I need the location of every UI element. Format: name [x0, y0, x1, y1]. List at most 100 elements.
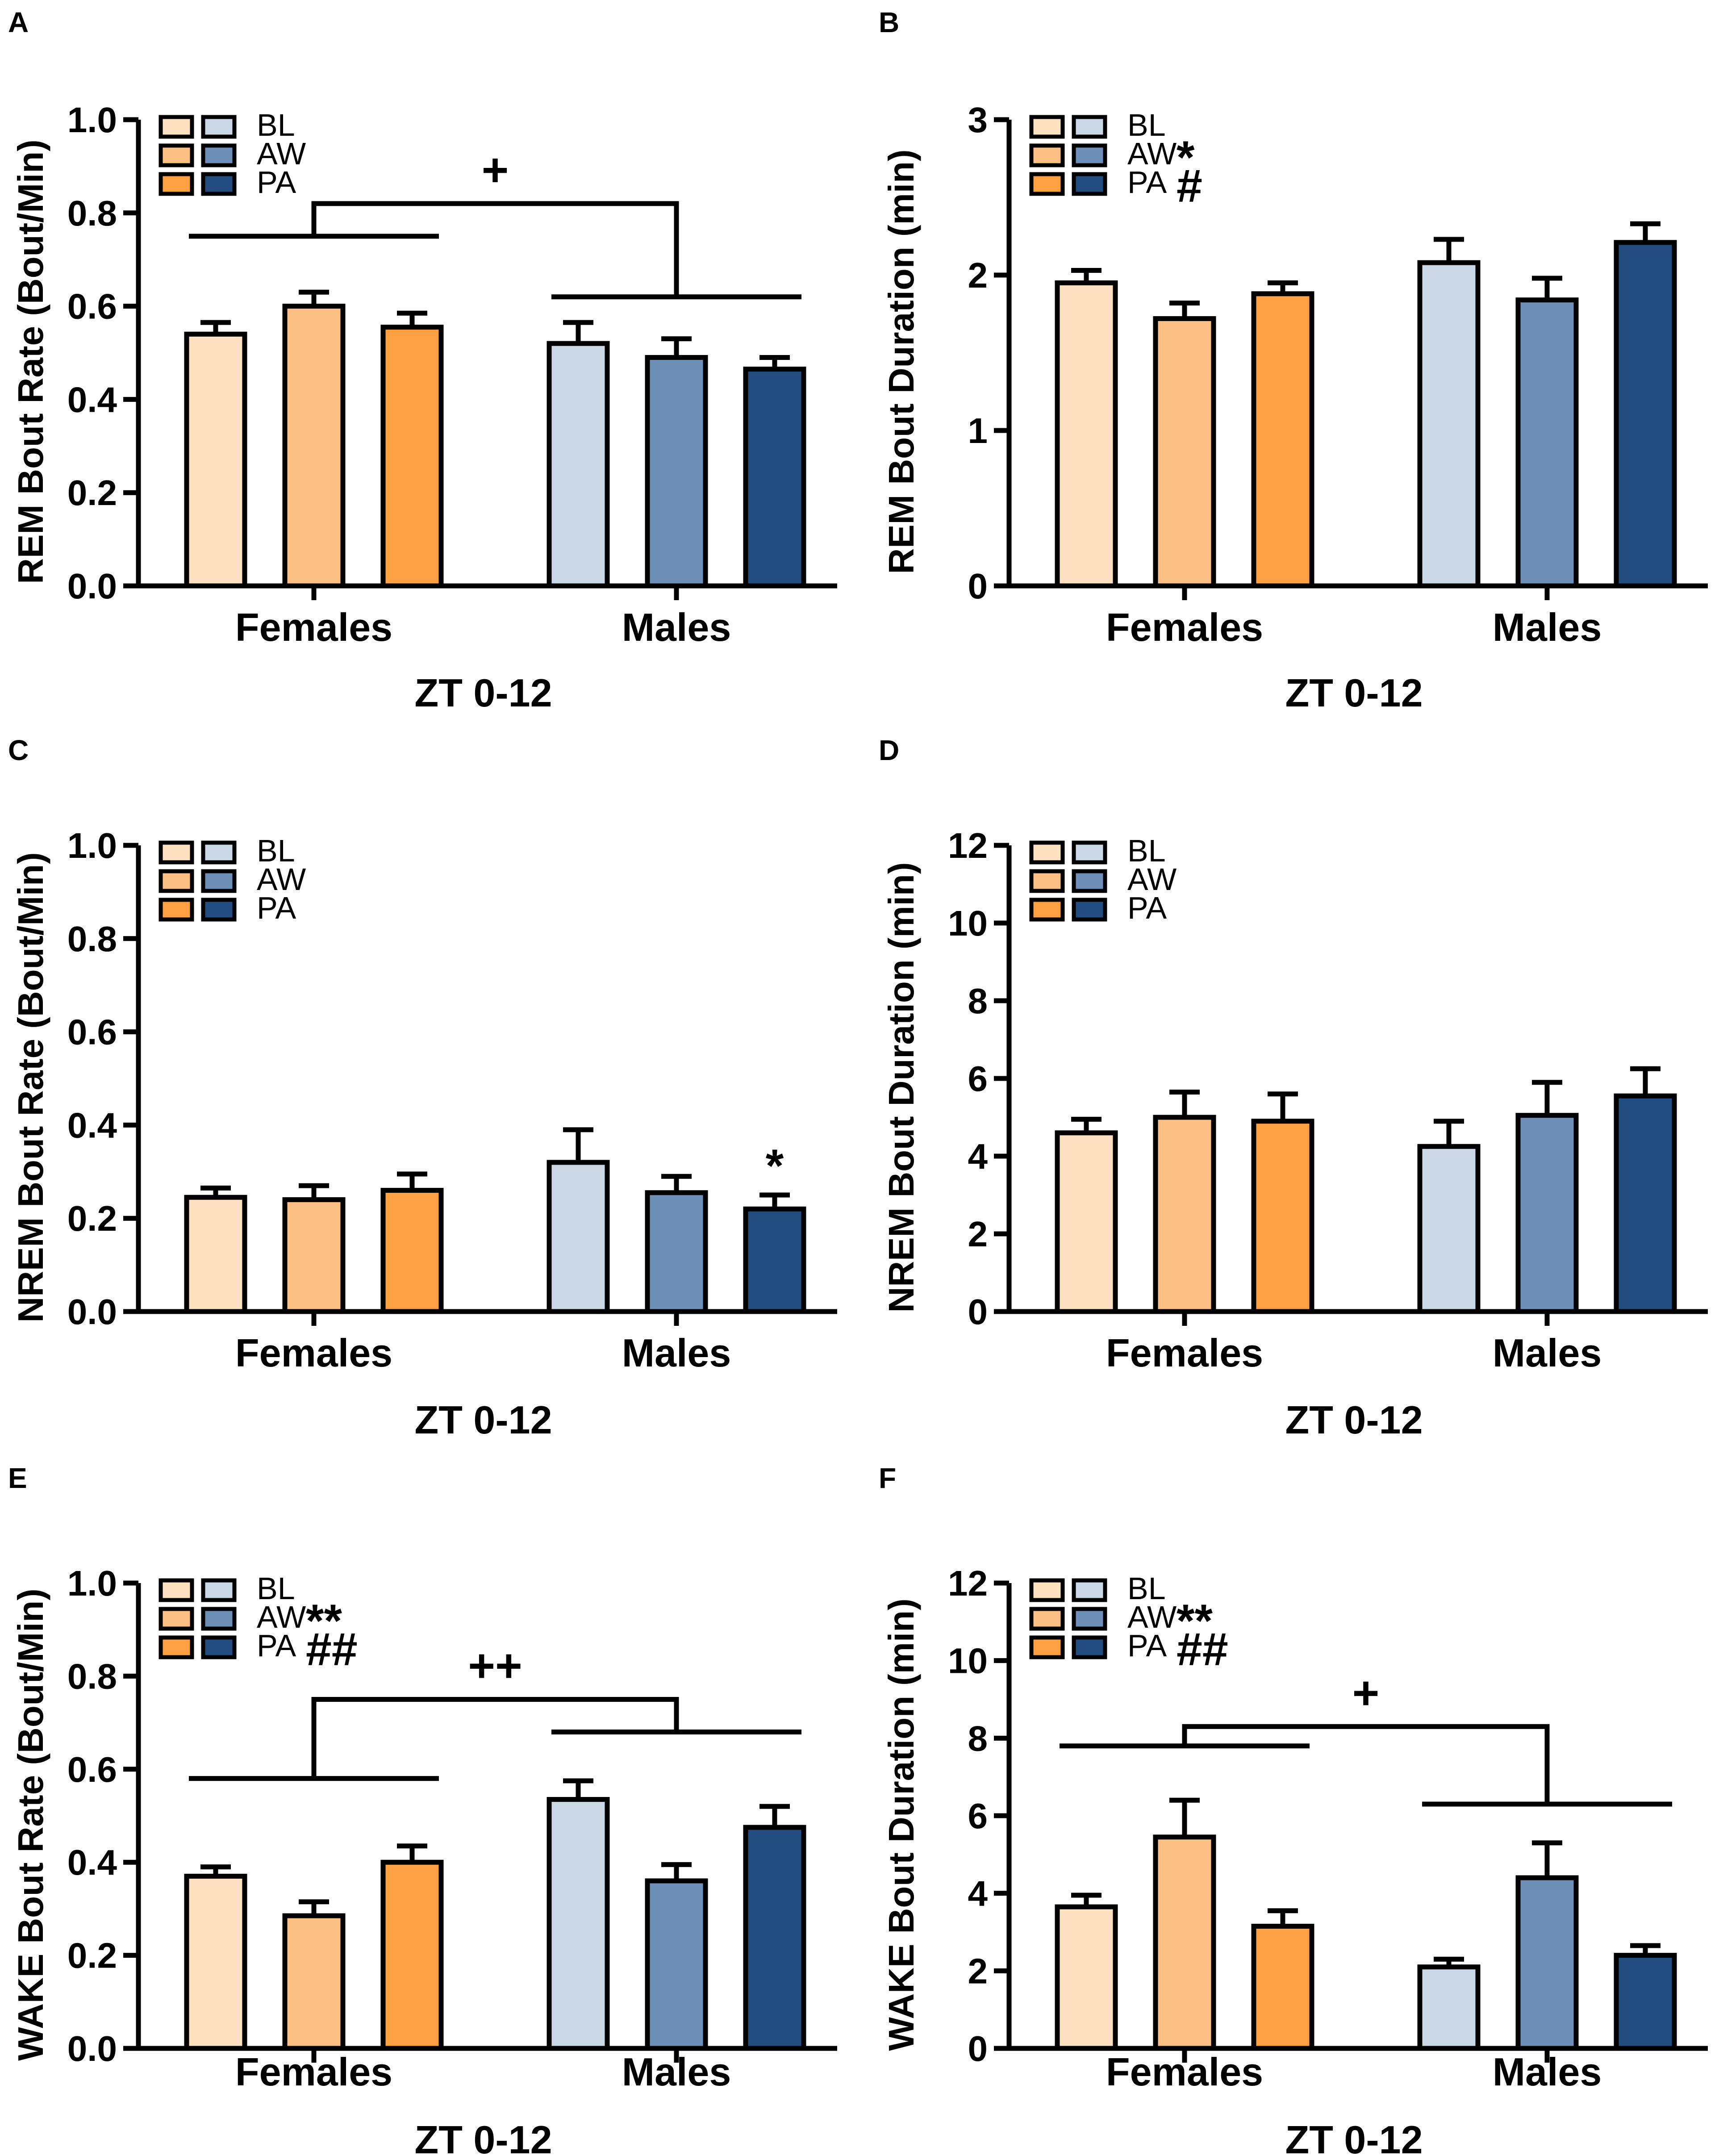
bar-males-pa [743, 1206, 806, 1314]
bar-males-bl [1417, 1964, 1481, 2051]
legend-significance-mark: ** [1177, 1595, 1213, 1647]
legend-swatch-male-aw [1072, 1607, 1107, 1631]
y-tick-label: 2 [968, 255, 988, 295]
legend-swatch-male-aw [201, 143, 237, 167]
y-tick-label: 2 [968, 1214, 988, 1254]
legend-label: AW [1127, 136, 1177, 171]
legend-swatch-female-bl [1029, 840, 1065, 865]
bar-males-pa [1614, 1093, 1677, 1314]
bar-females-aw [1153, 1115, 1216, 1314]
legend-swatch-male-pa [201, 172, 237, 196]
legend-swatch-female-bl [159, 1578, 194, 1602]
panel-letter: C [8, 734, 29, 766]
bar-females-pa [1251, 1923, 1314, 2051]
x-category-label: Males [622, 2050, 731, 2094]
legend-swatch-female-pa [159, 898, 194, 922]
x-category-label: Males [1493, 1331, 1602, 1375]
legend-swatch-female-pa [159, 172, 194, 196]
y-axis-title: REM Bout Duration (min) [881, 150, 921, 574]
legend-swatch-female-bl [1029, 1578, 1065, 1602]
y-tick-label: 10 [948, 903, 988, 943]
legend-label: PA [257, 1628, 296, 1663]
bar-females-bl [1055, 1130, 1118, 1314]
legend-swatch-female-aw [159, 1607, 194, 1631]
legend-label: BL [1127, 833, 1166, 868]
x-category-label: Males [1493, 605, 1602, 649]
legend-label: BL [1127, 1571, 1166, 1606]
legend-swatch-male-pa [1072, 898, 1107, 922]
y-tick-label: 0 [968, 566, 988, 606]
bar-males-bl [547, 341, 610, 589]
y-tick-label: 12 [948, 1563, 988, 1603]
legend-significance-mark: # [1177, 160, 1202, 212]
y-tick-label: 6 [968, 1059, 988, 1099]
legend-label: AW [1127, 862, 1177, 897]
y-axis-title: WAKE Bout Rate (Bout/Min) [11, 1588, 50, 2061]
bracket-connector [311, 201, 679, 297]
bar-males-aw [1515, 1113, 1579, 1314]
bar-females-pa [1251, 1119, 1314, 1314]
legend-significance-mark: ** [306, 1595, 342, 1647]
bar-males-bl [1417, 1144, 1481, 1314]
x-axis-title: ZT 0-12 [1285, 1398, 1423, 1442]
legend-label: PA [257, 165, 296, 200]
y-tick-label: 1.0 [67, 100, 117, 140]
panel-a: A 0.0 0.2 0.4 0.6 0.8 1.0 Females Males REM Bout … [8, 6, 837, 715]
y-tick-label: 0.4 [67, 1105, 117, 1145]
bar-significance-mark: * [766, 1140, 784, 1192]
legend-swatch-male-pa [201, 1635, 237, 1659]
panel-letter: A [8, 6, 29, 38]
x-category-label: Females [1106, 605, 1263, 649]
bracket-significance-mark: + [482, 144, 509, 196]
legend-swatch-male-bl [1072, 1578, 1107, 1602]
bar-males-pa [1614, 1953, 1677, 2051]
panel-letter: B [879, 6, 899, 38]
x-axis-title: ZT 0-12 [414, 1398, 552, 1442]
bar-males-aw [645, 355, 708, 589]
legend-label: BL [1127, 108, 1166, 142]
legend-swatch-male-bl [1072, 115, 1107, 139]
panel-b: B 0 1 2 3 Females Males REM Bout Duration (min)… [879, 6, 1708, 715]
bar-females-aw [1153, 1834, 1216, 2051]
y-tick-label: 12 [948, 826, 988, 865]
y-tick-label: 1 [968, 411, 988, 451]
x-category-label: Females [235, 605, 392, 649]
panel-letter: F [879, 1462, 896, 1494]
x-category-label: Females [1106, 2050, 1263, 2094]
y-tick-label: 0.0 [67, 566, 117, 606]
y-tick-label: 1.0 [67, 1563, 117, 1603]
legend-swatch-female-aw [1029, 143, 1065, 167]
bracket-significance-mark: + [1352, 1667, 1380, 1719]
x-axis-title: ZT 0-12 [1285, 671, 1423, 715]
legend-label: BL [257, 108, 295, 142]
bar-females-pa [380, 325, 444, 589]
y-tick-label: 0 [968, 1292, 988, 1332]
bar-females-bl [1055, 1904, 1118, 2051]
legend-label: PA [1127, 1628, 1167, 1663]
x-axis-title: ZT 0-12 [414, 2118, 552, 2156]
bar-females-bl [184, 1873, 247, 2051]
y-tick-label: 2 [968, 1951, 988, 1991]
y-tick-label: 10 [948, 1641, 988, 1681]
y-tick-label: 1.0 [67, 826, 117, 865]
y-tick-label: 0.2 [67, 1936, 117, 1976]
bar-males-bl [547, 1797, 610, 2051]
bar-females-pa [380, 1188, 444, 1314]
legend-swatch-male-aw [1072, 143, 1107, 167]
y-tick-label: 4 [968, 1874, 988, 1914]
y-tick-label: 0 [968, 2029, 988, 2068]
legend-swatch-female-pa [1029, 898, 1065, 922]
bracket-connector [311, 1697, 679, 1779]
legend-label: BL [257, 1571, 295, 1606]
legend-swatch-female-pa [159, 1635, 194, 1659]
bar-females-bl [1055, 280, 1118, 589]
legend-swatch-female-aw [1029, 869, 1065, 893]
x-category-label: Males [622, 605, 731, 649]
legend-label: PA [257, 890, 296, 925]
bar-males-aw [1515, 297, 1579, 589]
panel-e: E 0.0 0.2 0.4 0.6 0.8 1.0 Females Males WAKE Bout… [8, 1462, 837, 2156]
legend-swatch-male-bl [201, 1578, 237, 1602]
y-tick-label: 0.8 [67, 193, 117, 233]
bracket-significance-mark: ++ [468, 1640, 522, 1692]
